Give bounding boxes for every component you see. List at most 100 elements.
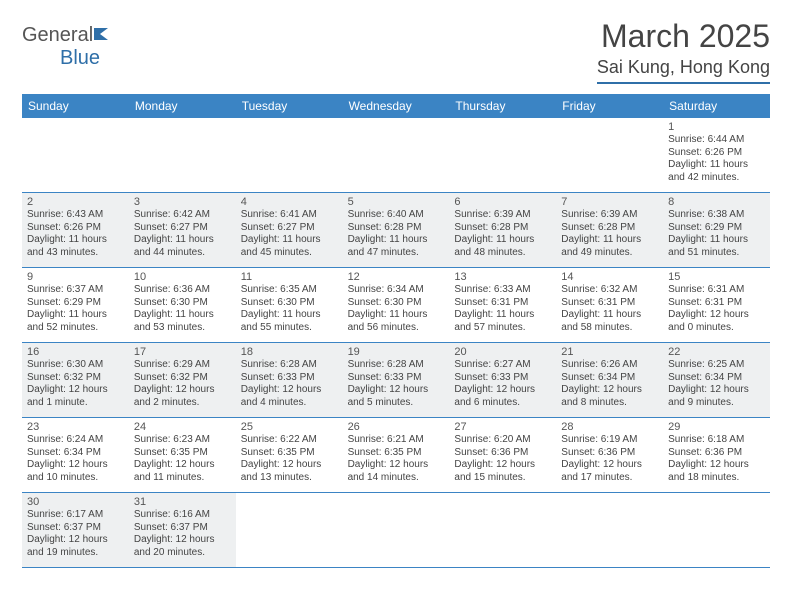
empty-cell <box>663 493 770 567</box>
sunset-text: Sunset: 6:29 PM <box>27 297 124 310</box>
sunset-text: Sunset: 6:35 PM <box>348 447 445 460</box>
day-cell: 2Sunrise: 6:43 AMSunset: 6:26 PMDaylight… <box>22 193 129 267</box>
daylight-text: Daylight: 12 hours <box>134 534 231 547</box>
day-cell: 15Sunrise: 6:31 AMSunset: 6:31 PMDayligh… <box>663 268 770 342</box>
day-number: 5 <box>348 196 445 208</box>
day-number: 10 <box>134 271 231 283</box>
day-number: 12 <box>348 271 445 283</box>
brand-part2: Blue <box>60 47 100 69</box>
empty-cell <box>556 118 663 192</box>
day-cell: 18Sunrise: 6:28 AMSunset: 6:33 PMDayligh… <box>236 343 343 417</box>
day-cell: 8Sunrise: 6:38 AMSunset: 6:29 PMDaylight… <box>663 193 770 267</box>
sunrise-text: Sunrise: 6:38 AM <box>668 209 765 222</box>
sunset-text: Sunset: 6:30 PM <box>134 297 231 310</box>
day-cell: 22Sunrise: 6:25 AMSunset: 6:34 PMDayligh… <box>663 343 770 417</box>
daylight-text: Daylight: 12 hours <box>134 384 231 397</box>
day-number: 23 <box>27 421 124 433</box>
sunset-text: Sunset: 6:30 PM <box>241 297 338 310</box>
day-number: 31 <box>134 496 231 508</box>
daylight-text: Daylight: 11 hours <box>134 309 231 322</box>
daylight-text: and 19 minutes. <box>27 547 124 560</box>
daylight-text: Daylight: 11 hours <box>27 309 124 322</box>
daylight-text: Daylight: 12 hours <box>348 384 445 397</box>
sunset-text: Sunset: 6:37 PM <box>27 522 124 535</box>
dow-cell: Thursday <box>449 94 556 118</box>
sunrise-text: Sunrise: 6:18 AM <box>668 434 765 447</box>
day-cell: 26Sunrise: 6:21 AMSunset: 6:35 PMDayligh… <box>343 418 450 492</box>
daylight-text: and 53 minutes. <box>134 322 231 335</box>
sunrise-text: Sunrise: 6:19 AM <box>561 434 658 447</box>
sunrise-text: Sunrise: 6:21 AM <box>348 434 445 447</box>
sunrise-text: Sunrise: 6:40 AM <box>348 209 445 222</box>
sunset-text: Sunset: 6:31 PM <box>668 297 765 310</box>
brand-logo: GeneralBlue <box>22 18 112 70</box>
sunset-text: Sunset: 6:26 PM <box>27 222 124 235</box>
daylight-text: Daylight: 12 hours <box>27 459 124 472</box>
daylight-text: and 9 minutes. <box>668 397 765 410</box>
day-cell: 7Sunrise: 6:39 AMSunset: 6:28 PMDaylight… <box>556 193 663 267</box>
day-number: 7 <box>561 196 658 208</box>
daylight-text: and 13 minutes. <box>241 472 338 485</box>
week-row: 30Sunrise: 6:17 AMSunset: 6:37 PMDayligh… <box>22 493 770 568</box>
daylight-text: and 47 minutes. <box>348 247 445 260</box>
sunset-text: Sunset: 6:36 PM <box>561 447 658 460</box>
dow-cell: Sunday <box>22 94 129 118</box>
daylight-text: and 6 minutes. <box>454 397 551 410</box>
sunset-text: Sunset: 6:31 PM <box>454 297 551 310</box>
daylight-text: and 56 minutes. <box>348 322 445 335</box>
sunrise-text: Sunrise: 6:16 AM <box>134 509 231 522</box>
sunrise-text: Sunrise: 6:35 AM <box>241 284 338 297</box>
calendar-page: GeneralBlue March 2025 Sai Kung, Hong Ko… <box>0 0 792 578</box>
day-cell: 17Sunrise: 6:29 AMSunset: 6:32 PMDayligh… <box>129 343 236 417</box>
sunset-text: Sunset: 6:27 PM <box>134 222 231 235</box>
sunrise-text: Sunrise: 6:28 AM <box>348 359 445 372</box>
flag-icon <box>94 24 112 47</box>
daylight-text: and 58 minutes. <box>561 322 658 335</box>
sunrise-text: Sunrise: 6:26 AM <box>561 359 658 372</box>
day-number: 19 <box>348 346 445 358</box>
sunset-text: Sunset: 6:34 PM <box>27 447 124 460</box>
daylight-text: and 20 minutes. <box>134 547 231 560</box>
daylight-text: Daylight: 11 hours <box>561 234 658 247</box>
daylight-text: Daylight: 11 hours <box>348 309 445 322</box>
sunset-text: Sunset: 6:35 PM <box>134 447 231 460</box>
day-cell: 29Sunrise: 6:18 AMSunset: 6:36 PMDayligh… <box>663 418 770 492</box>
dow-cell: Friday <box>556 94 663 118</box>
dow-cell: Tuesday <box>236 94 343 118</box>
day-cell: 24Sunrise: 6:23 AMSunset: 6:35 PMDayligh… <box>129 418 236 492</box>
daylight-text: Daylight: 11 hours <box>561 309 658 322</box>
day-cell: 13Sunrise: 6:33 AMSunset: 6:31 PMDayligh… <box>449 268 556 342</box>
day-cell: 11Sunrise: 6:35 AMSunset: 6:30 PMDayligh… <box>236 268 343 342</box>
day-number: 30 <box>27 496 124 508</box>
empty-cell <box>129 118 236 192</box>
daylight-text: Daylight: 11 hours <box>454 234 551 247</box>
day-number: 2 <box>27 196 124 208</box>
week-row: 23Sunrise: 6:24 AMSunset: 6:34 PMDayligh… <box>22 418 770 493</box>
day-number: 20 <box>454 346 551 358</box>
calendar-grid: SundayMondayTuesdayWednesdayThursdayFrid… <box>22 94 770 568</box>
week-row: 1Sunrise: 6:44 AMSunset: 6:26 PMDaylight… <box>22 118 770 193</box>
sunrise-text: Sunrise: 6:29 AM <box>134 359 231 372</box>
day-cell: 23Sunrise: 6:24 AMSunset: 6:34 PMDayligh… <box>22 418 129 492</box>
day-number: 29 <box>668 421 765 433</box>
day-cell: 16Sunrise: 6:30 AMSunset: 6:32 PMDayligh… <box>22 343 129 417</box>
sunset-text: Sunset: 6:33 PM <box>348 372 445 385</box>
daylight-text: and 17 minutes. <box>561 472 658 485</box>
sunrise-text: Sunrise: 6:31 AM <box>668 284 765 297</box>
daylight-text: Daylight: 12 hours <box>348 459 445 472</box>
empty-cell <box>556 493 663 567</box>
sunrise-text: Sunrise: 6:25 AM <box>668 359 765 372</box>
daylight-text: and 49 minutes. <box>561 247 658 260</box>
sunrise-text: Sunrise: 6:24 AM <box>27 434 124 447</box>
sunset-text: Sunset: 6:27 PM <box>241 222 338 235</box>
sunset-text: Sunset: 6:32 PM <box>134 372 231 385</box>
week-row: 9Sunrise: 6:37 AMSunset: 6:29 PMDaylight… <box>22 268 770 343</box>
day-number: 24 <box>134 421 231 433</box>
day-of-week-header: SundayMondayTuesdayWednesdayThursdayFrid… <box>22 94 770 118</box>
daylight-text: Daylight: 12 hours <box>668 384 765 397</box>
dow-cell: Saturday <box>663 94 770 118</box>
empty-cell <box>22 118 129 192</box>
day-cell: 5Sunrise: 6:40 AMSunset: 6:28 PMDaylight… <box>343 193 450 267</box>
day-number: 16 <box>27 346 124 358</box>
daylight-text: Daylight: 12 hours <box>27 384 124 397</box>
